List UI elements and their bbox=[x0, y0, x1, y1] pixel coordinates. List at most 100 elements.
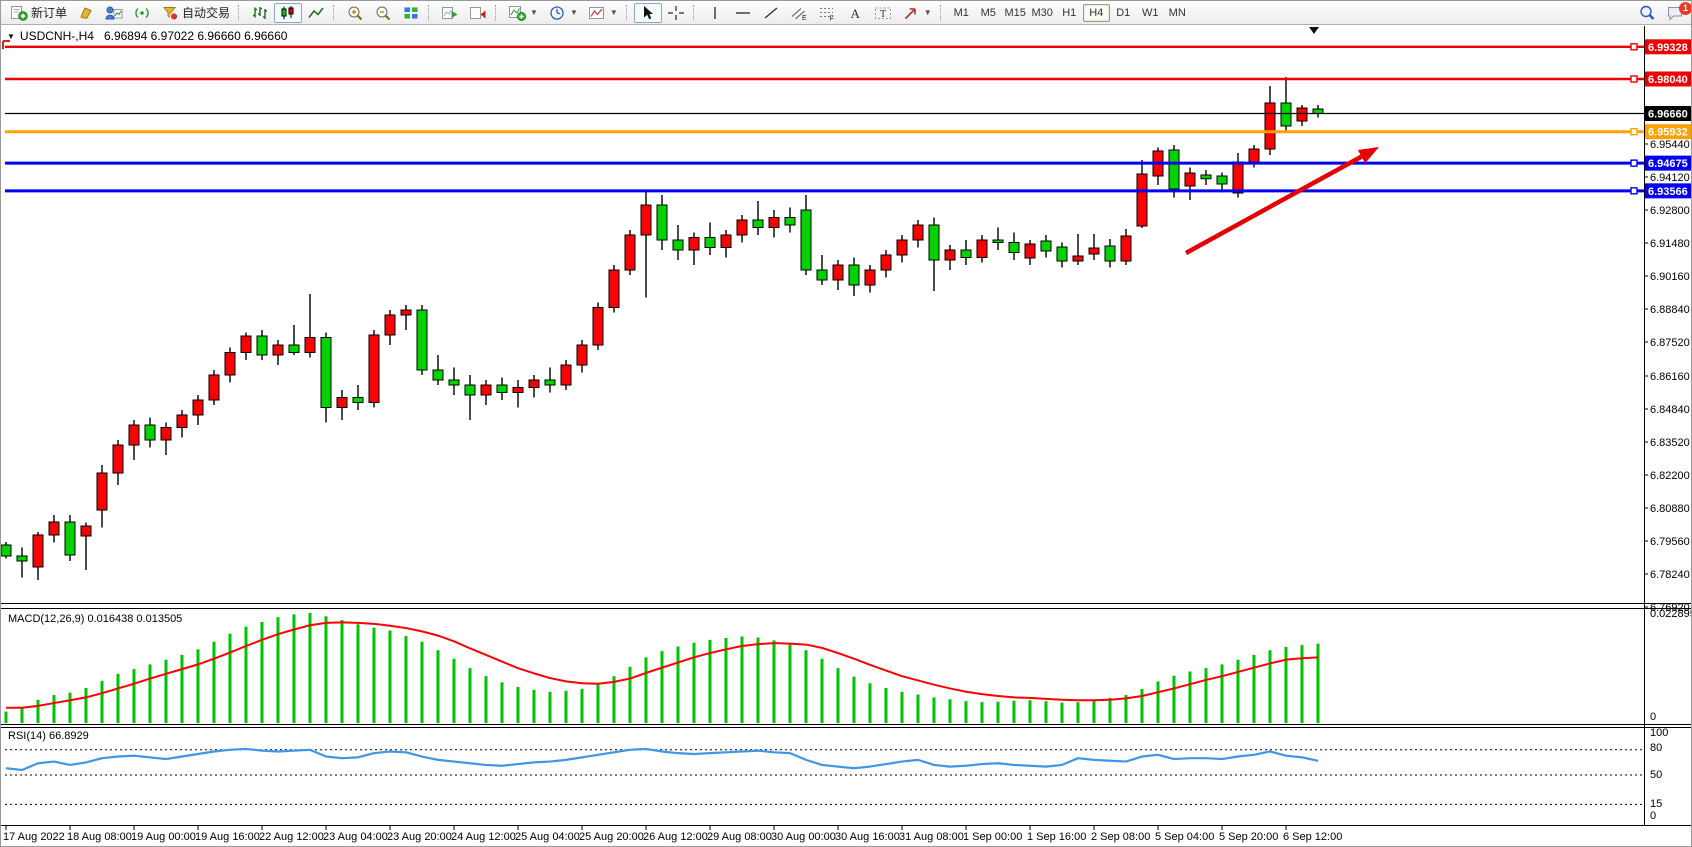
candle-body bbox=[1312, 108, 1324, 114]
toolbar-separator bbox=[939, 4, 945, 21]
chart-shift-icon[interactable] bbox=[464, 3, 492, 23]
macd-bar bbox=[1220, 664, 1224, 723]
auto-scroll-icon[interactable] bbox=[436, 3, 464, 23]
price-axis[interactable]: 6.95440 6.94120 6.92800 6.91480 6.90160 6.888… bbox=[1644, 39, 1692, 822]
candle-body bbox=[80, 525, 92, 537]
dropdown-caret-icon[interactable]: ▼ bbox=[609, 8, 618, 17]
macd-bar bbox=[116, 673, 120, 723]
line-handle[interactable] bbox=[1630, 75, 1638, 83]
dropdown-caret-icon[interactable]: ▼ bbox=[569, 8, 578, 17]
macd-bar bbox=[1172, 675, 1176, 723]
candle-body bbox=[432, 369, 444, 381]
zoom-in-icon[interactable] bbox=[341, 3, 369, 23]
timeframe-m15-button[interactable]: M15 bbox=[1004, 6, 1026, 19]
timeframe-m5-button[interactable]: M5 bbox=[980, 6, 996, 19]
crosshair-icon[interactable] bbox=[662, 3, 690, 23]
templates-icon[interactable]: ▼ bbox=[583, 3, 623, 23]
new-order-button[interactable]: 新订单 bbox=[5, 3, 72, 23]
macd-bar bbox=[676, 646, 680, 723]
line-handle[interactable] bbox=[1630, 127, 1638, 136]
crosshair-icon bbox=[667, 5, 685, 21]
cursor-icon[interactable] bbox=[633, 2, 662, 23]
search-icon[interactable] bbox=[1633, 3, 1661, 23]
zoom-out-icon[interactable] bbox=[369, 3, 397, 23]
arrows-icon[interactable]: ▼ bbox=[897, 3, 937, 23]
macd-bar bbox=[868, 683, 872, 723]
trend-arrow-annotation[interactable] bbox=[1184, 147, 1379, 255]
macd-bar bbox=[1204, 668, 1208, 723]
price-tick-label: 6.90160 bbox=[1650, 271, 1690, 283]
candle-body bbox=[672, 239, 684, 251]
autotrading-button[interactable]: 自动交易 bbox=[156, 3, 235, 23]
macd-bar bbox=[756, 637, 760, 723]
tiles-icon bbox=[402, 5, 420, 21]
tile-windows-icon[interactable] bbox=[397, 3, 425, 23]
candles bbox=[1, 77, 1324, 580]
periods-icon[interactable]: ▼ bbox=[543, 3, 583, 23]
timeframe-h1-button[interactable]: H1 bbox=[1062, 6, 1077, 19]
dropdown-caret-icon[interactable]: ▼ bbox=[923, 8, 932, 17]
macd-bar bbox=[708, 639, 712, 723]
macd-panel[interactable] bbox=[4, 612, 1320, 723]
channel-icon: E bbox=[790, 5, 808, 21]
arrow-head bbox=[1357, 147, 1379, 164]
vline-icon bbox=[706, 5, 724, 21]
line-handle[interactable] bbox=[1630, 187, 1638, 195]
candle-body bbox=[800, 209, 812, 271]
chart-root: 6.95440 6.94120 6.92800 6.91480 6.90160 6.888… bbox=[1, 25, 1692, 846]
timeframe-w1-button[interactable]: W1 bbox=[1141, 6, 1159, 19]
notifications-icon[interactable]: 1 bbox=[1661, 1, 1691, 23]
horizontal-line-icon[interactable] bbox=[729, 3, 757, 23]
price-tick-label: 6.87520 bbox=[1650, 337, 1690, 349]
macd-bar bbox=[164, 659, 168, 723]
signal-icon[interactable] bbox=[128, 3, 156, 23]
line-handle[interactable] bbox=[1630, 159, 1638, 167]
text-label-icon[interactable]: T bbox=[869, 3, 897, 23]
candle-body bbox=[992, 239, 1004, 243]
svg-text:A: A bbox=[850, 6, 860, 21]
macd-bar bbox=[1060, 702, 1064, 723]
chart-menu-icon[interactable]: ▼ bbox=[7, 32, 15, 41]
main-chart-panel[interactable] bbox=[1, 27, 1644, 580]
bar-chart-icon[interactable] bbox=[246, 3, 274, 23]
macd-bar bbox=[900, 691, 904, 723]
timeframe-m30-button[interactable]: M30 bbox=[1031, 6, 1053, 19]
macd-bar bbox=[1188, 671, 1192, 723]
candle-body bbox=[1104, 245, 1116, 262]
line-chart-icon[interactable] bbox=[302, 3, 330, 23]
timeframe-m1-button[interactable]: M1 bbox=[953, 6, 969, 19]
fibonacci-icon[interactable]: F bbox=[813, 3, 841, 23]
time-axis[interactable]: 17 Aug 2022 18 Aug 08:00 19 Aug 00:00 19 Au… bbox=[3, 825, 1342, 843]
candle-body bbox=[48, 521, 60, 536]
line-icon bbox=[307, 5, 325, 21]
bar-shift-marker-icon[interactable] bbox=[1309, 27, 1319, 34]
timeframe-mn-button[interactable]: MN bbox=[1168, 6, 1186, 19]
price-tag-label: 6.95932 bbox=[1648, 127, 1688, 139]
shapes-icon bbox=[902, 5, 920, 21]
rsi-panel[interactable] bbox=[5, 747, 1644, 805]
indicators-icon[interactable]: ▼ bbox=[503, 3, 543, 23]
line-handle[interactable] bbox=[1630, 43, 1638, 51]
candle-body bbox=[816, 269, 828, 281]
chart-canvas[interactable]: 6.95440 6.94120 6.92800 6.91480 6.90160 6.888… bbox=[1, 25, 1692, 847]
candle-chart-icon[interactable] bbox=[274, 2, 303, 23]
label-icon: T bbox=[874, 5, 892, 21]
chart-window[interactable]: 6.95440 6.94120 6.92800 6.91480 6.90160 6.888… bbox=[1, 25, 1692, 847]
timeframe-d1-button[interactable]: D1 bbox=[1116, 6, 1131, 19]
chart-title: ▼ USDCNH-,H4 6.96894 6.97022 6.96660 6.966… bbox=[7, 29, 287, 43]
text-icon[interactable]: A bbox=[841, 3, 869, 23]
styler-icon[interactable] bbox=[72, 3, 100, 23]
candle-body bbox=[1120, 235, 1132, 262]
time-tick-label: 1 Sep 00:00 bbox=[963, 831, 1022, 843]
trendline-icon[interactable] bbox=[757, 3, 785, 23]
equidistant-channel-icon[interactable]: E bbox=[785, 3, 813, 23]
price-level-lines[interactable] bbox=[5, 43, 1644, 195]
candle-body bbox=[624, 234, 636, 271]
candle-body bbox=[592, 307, 604, 346]
one-click-trading-icon[interactable] bbox=[2, 40, 10, 49]
macd-bar bbox=[612, 676, 616, 723]
vertical-line-icon[interactable] bbox=[701, 3, 729, 23]
timeframe-h4-button[interactable]: H4 bbox=[1082, 3, 1110, 22]
profile-icon[interactable] bbox=[100, 3, 128, 23]
dropdown-caret-icon[interactable]: ▼ bbox=[530, 8, 538, 17]
